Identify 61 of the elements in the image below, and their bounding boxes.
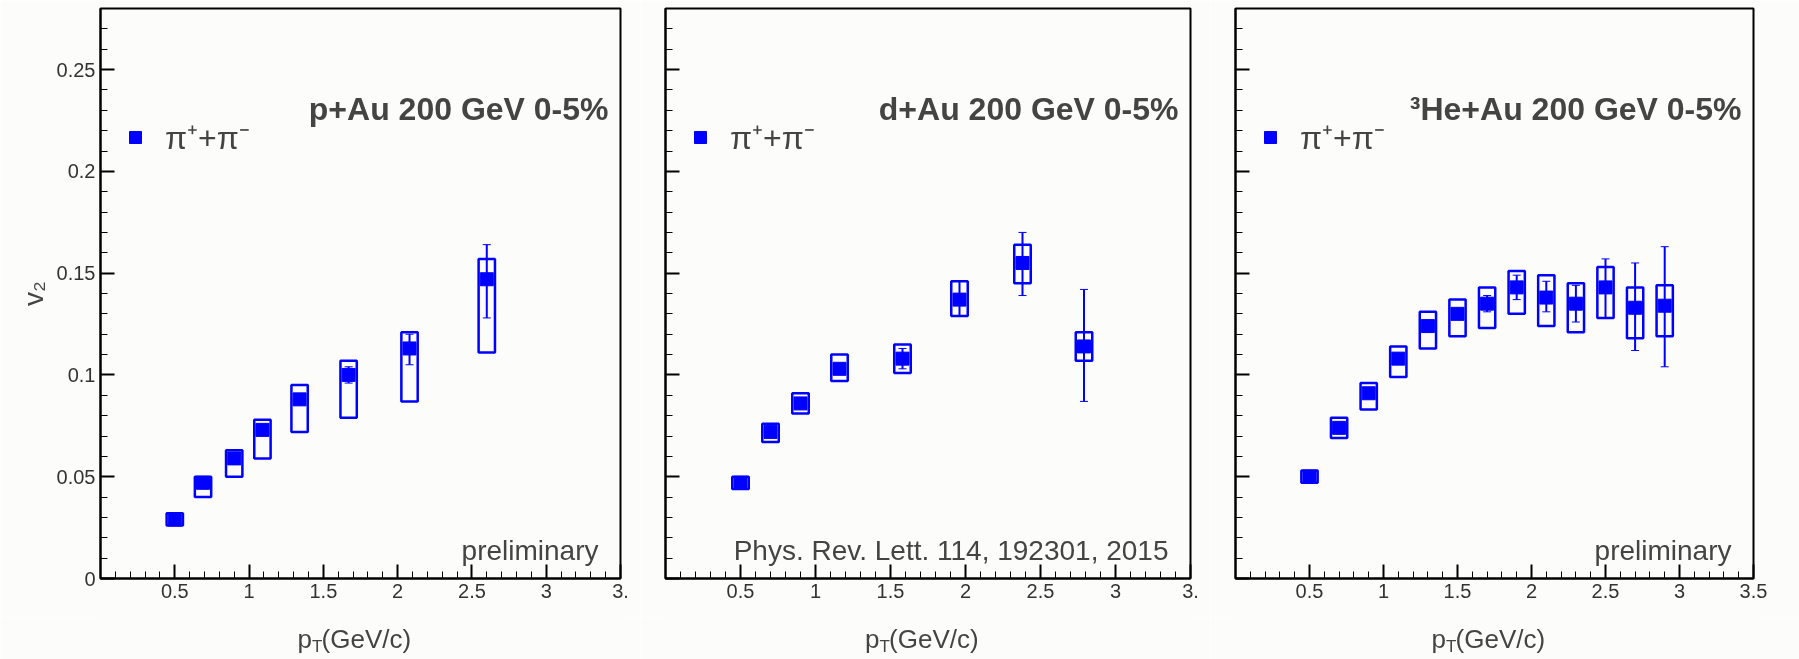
y-tick-label: 0.05: [56, 465, 96, 488]
annotation: preliminary: [461, 535, 599, 566]
y-tick-label: 0.1: [67, 363, 96, 386]
point: [255, 422, 270, 437]
bar: [1359, 381, 1379, 411]
x-tick-label: 3: [1109, 579, 1122, 602]
x-tick-label: 3: [1673, 579, 1686, 602]
bar: [193, 475, 213, 499]
y-tick-label: 0.2: [67, 160, 96, 183]
legend-label: π⁺+π⁻: [165, 119, 250, 158]
bar: [1566, 282, 1586, 334]
bar: [950, 280, 969, 318]
x-tick-label: 3.5: [1739, 579, 1768, 602]
x-tick-label: 2: [392, 579, 404, 602]
x-tick-label: 1.5: [1443, 579, 1472, 602]
x-tick-label: 1: [1377, 579, 1390, 602]
x-tick-label: 3.: [612, 579, 629, 602]
y-tick-label: 0: [84, 567, 96, 590]
x-tick-label: 0.5: [1295, 579, 1324, 602]
bar: [761, 422, 780, 444]
x-tick-label: 1.5: [876, 579, 905, 602]
bar: [893, 343, 912, 375]
x-tick-label: 2.5: [1591, 579, 1620, 602]
x-tick-label: 2: [1525, 579, 1538, 602]
bar: [1329, 416, 1349, 440]
x-tick-label: 1: [243, 579, 255, 602]
bar: [400, 330, 419, 403]
bar: [1477, 286, 1497, 330]
bar: [1536, 273, 1556, 328]
bar: [1418, 310, 1438, 350]
bar: [224, 449, 244, 478]
x-tick-label: 0.5: [160, 579, 189, 602]
legend-label: π⁺+π⁻: [730, 119, 815, 158]
x-tick-label: 2.5: [1026, 579, 1055, 602]
bar: [791, 392, 810, 415]
x-tick-label: 1: [809, 579, 822, 602]
point: [479, 272, 494, 287]
x-tick-label: 1.5: [309, 579, 338, 602]
bar: [1448, 298, 1467, 338]
text: d+Au 200 GeV 0-5%: [878, 90, 1179, 127]
x-tick-label: 2.5: [458, 579, 486, 602]
x-tick-label: 3.: [1182, 579, 1199, 602]
bar: [830, 353, 849, 383]
y-axis-title: v₂: [17, 281, 49, 306]
bar: [1388, 345, 1408, 379]
bar: [1507, 269, 1527, 316]
y-tick-label: 0.15: [56, 262, 96, 285]
annotation: preliminary: [1594, 535, 1732, 566]
x-tick-label: 2: [959, 579, 972, 602]
x-tick-label: 3: [540, 579, 552, 602]
point: [292, 392, 307, 407]
x-tick-label: 0.5: [726, 579, 755, 602]
bar: [339, 359, 359, 419]
annotation: Phys. Rev. Lett. 114, 192301, 2015: [733, 535, 1169, 566]
bar: [290, 383, 310, 434]
point: [402, 341, 417, 356]
legend-label: π⁺+π⁻: [1300, 119, 1385, 158]
y-tick-label: 0.25: [56, 58, 96, 81]
bar: [253, 418, 272, 460]
text: p+Au 200 GeV 0-5%: [308, 90, 609, 127]
text: ³He+Au 200 GeV 0-5%: [1409, 90, 1742, 127]
